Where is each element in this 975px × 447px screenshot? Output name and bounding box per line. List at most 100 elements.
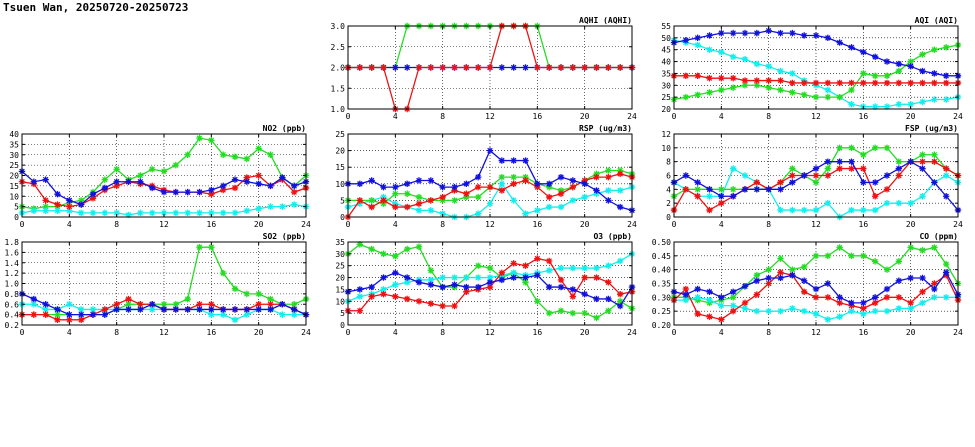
data-point [243,174,251,181]
data-point [534,183,541,191]
x-tick-label: 12 [485,112,495,121]
data-point [172,161,180,169]
data-point [895,277,903,284]
data-point [895,199,903,207]
y-tick-label: 0 [14,213,19,222]
data-point [753,272,761,279]
data-point [789,29,796,37]
data-point [706,193,713,200]
data-point [557,307,565,314]
data-point [919,165,926,172]
data-point [836,93,843,101]
data-point [753,77,761,84]
data-point [895,165,903,172]
data-point [101,184,109,192]
data-point [848,79,855,87]
data-point [581,177,588,184]
x-tick-label: 16 [859,328,869,337]
data-point [765,274,772,282]
data-point [729,186,737,193]
data-point [255,306,262,313]
data-point [789,305,796,312]
data-point [439,183,446,191]
data-point [77,306,85,313]
data-point [777,307,784,315]
data-point [931,151,938,158]
data-point [113,178,120,185]
data-point [860,79,867,87]
data-point [66,301,73,308]
data-point [463,180,470,187]
y-tick-label: 20 [335,274,345,283]
y-tick-label: 35 [9,140,19,149]
data-point [148,209,156,217]
data-point [848,252,855,260]
data-point [812,32,820,39]
data-point [380,290,387,298]
x-tick-label: 8 [766,112,771,121]
data-point [741,82,749,89]
data-point [356,64,364,71]
data-point [113,306,120,313]
data-point [593,264,600,272]
data-point [231,316,239,324]
page-title: Tsuen Wan, 20250720-20250723 [3,1,189,14]
chart-aqi: 0 4 8 12 16 20 24 20 25 30 35 40 45 50 55 AQI (AQI) [661,16,963,121]
data-point [54,207,61,214]
data-point [871,72,879,79]
data-point [137,178,144,185]
x-tick-label: 20 [254,220,264,229]
data-point [777,206,784,214]
data-point [800,307,808,315]
data-point [895,258,903,265]
data-point [883,144,891,152]
data-point [765,266,772,273]
data-point [569,286,577,293]
data-point [30,178,38,185]
y-tick-label: 8 [666,158,671,167]
data-point [871,79,879,87]
data-point [860,310,867,318]
y-tick-label: 10 [9,192,19,201]
y-tick-label: 35 [661,69,671,78]
data-point [30,301,38,308]
data-point [895,294,903,301]
data-point [919,288,926,295]
data-point [415,177,423,184]
x-tick-label: 4 [719,220,724,229]
x-tick-label: 8 [440,112,445,121]
x-tick-label: 24 [301,328,311,337]
data-point [694,72,701,79]
y-tick-label: 0.40 [652,266,671,275]
data-point [196,306,203,313]
data-point [208,137,215,144]
data-point [706,46,713,53]
data-point [219,209,227,217]
data-point [380,250,387,258]
data-point [777,86,784,94]
data-point [427,207,435,214]
data-point [545,257,553,265]
data-point [427,197,435,204]
data-point [682,186,690,193]
data-point [557,190,565,197]
data-point [267,301,274,308]
data-point [77,311,85,318]
data-point [125,306,132,313]
data-point [463,190,470,197]
data-point [474,274,482,281]
data-point [860,70,867,77]
data-point [415,64,423,71]
data-point [279,311,286,318]
data-point [694,186,701,193]
data-point [848,307,855,315]
x-tick-label: 24 [953,220,963,229]
data-point [255,205,262,212]
data-point [812,172,820,179]
data-point [765,307,772,315]
data-point [593,64,600,71]
data-point [942,79,950,87]
data-point [569,293,577,300]
data-point [125,301,132,308]
y-tick-label: 10 [335,180,345,189]
